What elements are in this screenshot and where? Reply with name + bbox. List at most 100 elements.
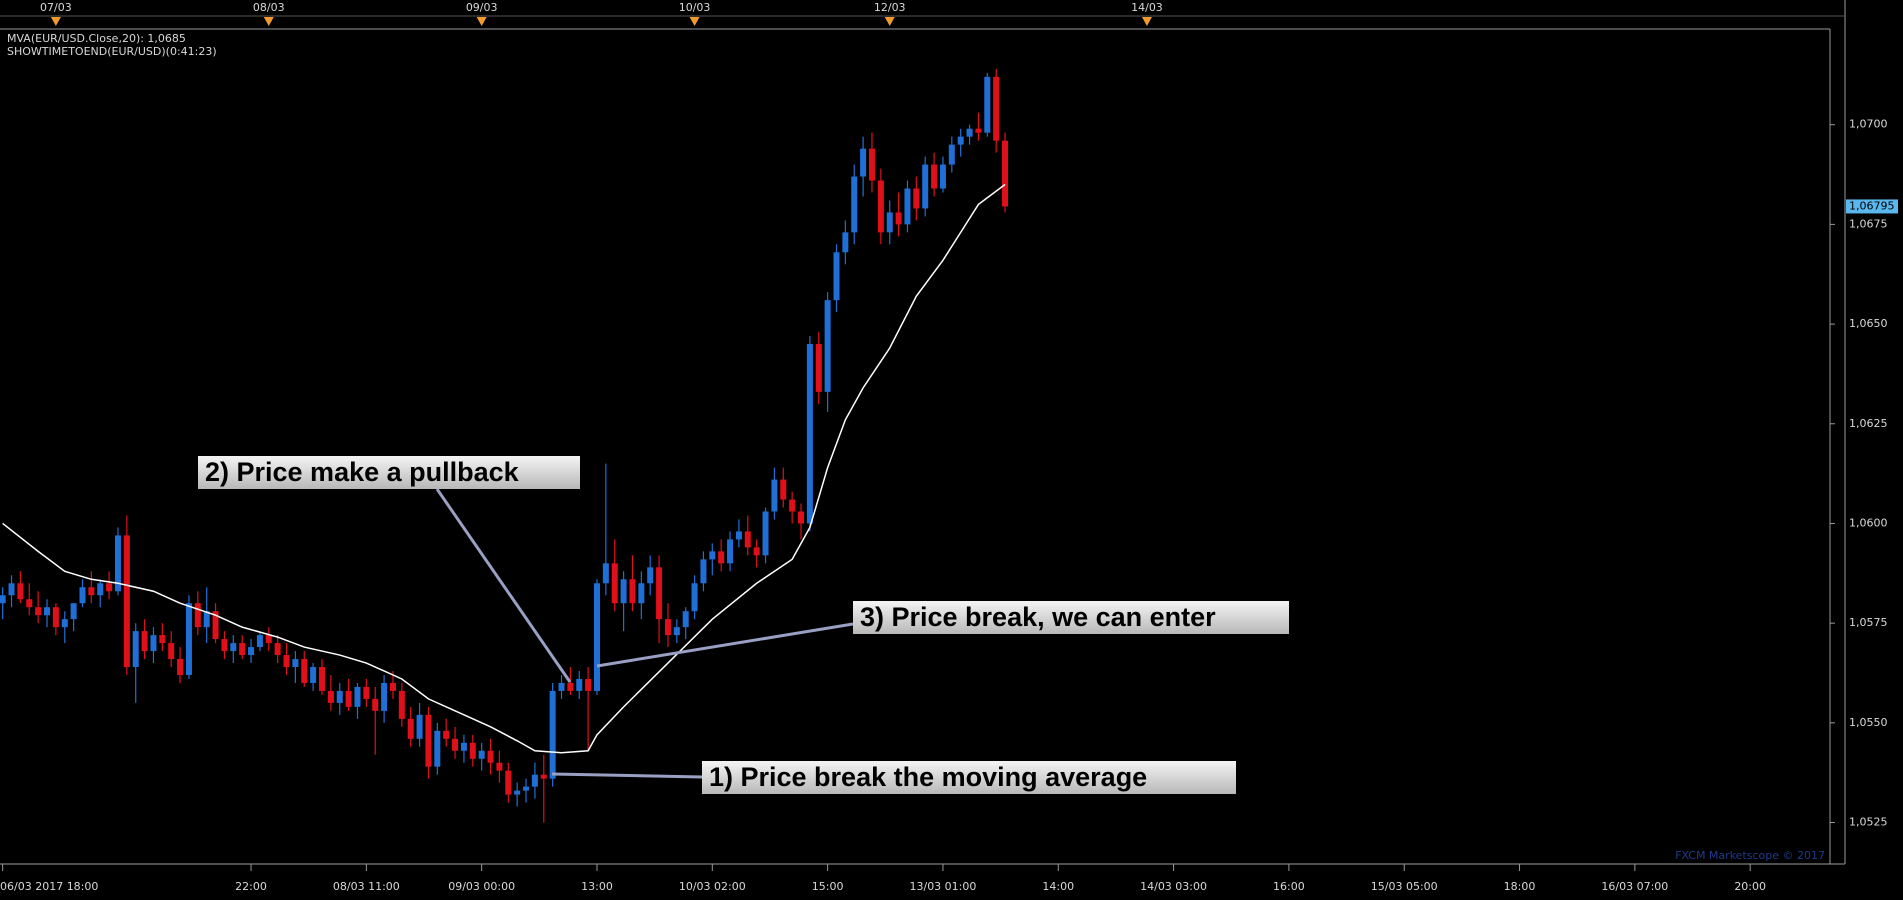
candle-body [363,686,370,699]
candle-body [620,579,627,604]
candle-body [381,682,388,711]
candle-body [948,144,955,165]
candle-body [159,635,166,644]
candle-body [904,188,911,225]
candle-body [700,559,707,584]
candle-body [283,655,290,668]
candle-body [505,770,512,795]
annotation-connector [435,488,572,683]
candle-body [61,619,68,628]
annotation-connector [596,622,854,668]
candle-body [478,750,485,759]
candle-body [496,762,503,771]
x-tick-label: 15:00 [812,880,844,893]
candle-body [718,551,725,564]
candle-body [212,611,219,640]
candle-body [762,511,769,556]
x-tick-label: 08/03 11:00 [333,880,400,893]
candle-body [97,583,104,596]
x-tick-label: 06/03 2017 18:00 [0,880,98,893]
candle-body [114,535,121,592]
annotation: 3) Price break, we can enter [860,602,1216,632]
candle-body [416,714,423,739]
candle-body [886,212,893,233]
date-marker [476,17,487,26]
candle-body [434,730,441,767]
x-tick-label: 15/03 05:00 [1371,880,1438,893]
candle-body [753,547,760,556]
candle-body [744,531,751,548]
x-tick-label: 10/03 02:00 [679,880,746,893]
candle-body [851,176,858,233]
annotation: 2) Price make a pullback [205,457,520,487]
candle-body [576,678,583,691]
candle-body [975,128,982,133]
candle-body [540,774,547,779]
moving-average [2,183,1006,754]
candle-body [656,567,663,620]
candle-body [327,690,334,703]
watermark: FXCM Marketscope © 2017 [1675,849,1825,862]
candle-body [469,742,476,759]
candle-body [1002,140,1009,207]
x-tick-label: 14/03 03:00 [1140,880,1207,893]
candle-body [44,607,51,616]
candle-body [957,136,964,145]
candle-body [443,730,450,739]
candle-body [221,639,228,652]
candle-body [709,551,716,560]
candle-body [168,643,175,660]
candle-body [0,595,6,604]
timer-text: SHOWTIMETOEND(EUR/USD)(0:41:23) [7,45,217,58]
candle-body [629,579,636,604]
candle-body [682,611,689,628]
candle-body [26,599,33,608]
candle-body [877,180,884,233]
candle-body [798,511,805,524]
candle-body [248,647,255,656]
indicator-text: MVA(EUR/USD.Close,20): 1,0685 [7,32,186,45]
x-tick-label: 22:00 [235,880,267,893]
candle-body [771,479,778,512]
candle-body [860,148,867,177]
candle-body [514,790,521,795]
date-label: 08/03 [253,1,285,14]
y-tick-label: 1,0650 [1849,317,1888,330]
candle-body [611,563,618,604]
candle-body [585,678,592,691]
date-label: 07/03 [40,1,72,14]
overlay: MVA(EUR/USD.Close,20): 1,0685 SHOWTIMETO… [7,32,1825,862]
candle-body [993,76,1000,141]
candle-body [407,718,414,739]
candle-body [88,587,95,596]
y-tick-label: 1,0675 [1849,217,1888,230]
candle-body [806,344,813,524]
candle-body [815,344,822,392]
candle-body [735,531,742,540]
candle-body [523,786,530,791]
annotation-box [702,761,1236,794]
x-tick-label: 14:00 [1042,880,1074,893]
x-tick-label: 16/03 07:00 [1601,880,1668,893]
candle-body [824,300,831,392]
candle-body [389,682,396,691]
candle-body [194,603,201,628]
candle-body [931,164,938,189]
candle-body [123,535,130,668]
candle-body [301,659,308,683]
current-price-box [1846,199,1898,214]
date-marker [689,17,700,26]
candle-body [673,627,680,636]
annotation: 1) Price break the moving average [709,762,1147,792]
x-tick-label: 20:00 [1734,880,1766,893]
candle-body [984,76,991,133]
candle-body [345,690,352,707]
annotation-box [853,601,1289,634]
candle-body [79,587,86,604]
candle-body [185,603,192,675]
marks [0,68,1009,823]
candle-body [922,164,929,209]
candle-body [70,603,77,620]
x-tick-label: 16:00 [1273,880,1305,893]
